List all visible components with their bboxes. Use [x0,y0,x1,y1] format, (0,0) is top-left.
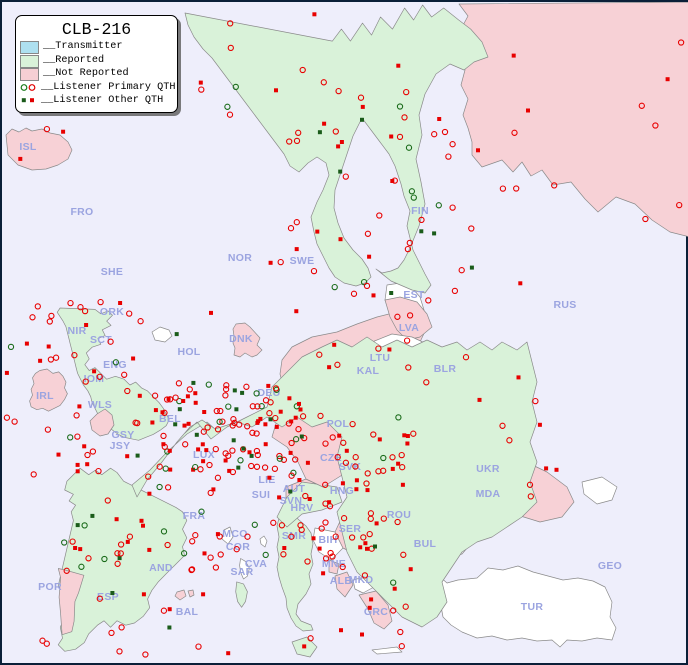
svg-text:TUR: TUR [521,601,544,613]
svg-text:GRC: GRC [364,606,388,618]
svg-text:HRV: HRV [291,502,314,514]
svg-text:ORK: ORK [100,306,124,318]
svg-text:MCO: MCO [222,528,247,540]
svg-text:HNG: HNG [330,485,354,497]
svg-text:FRA: FRA [183,510,206,522]
svg-text:LIE: LIE [258,474,275,486]
svg-text:DNK: DNK [229,333,253,345]
svg-text:FRO: FRO [70,206,93,218]
svg-text:EST: EST [403,289,425,301]
svg-text:RUS: RUS [553,299,576,311]
svg-text:UKR: UKR [476,463,500,475]
svg-text:LVA: LVA [399,322,419,334]
svg-text:SAR: SAR [230,566,253,578]
svg-text:WLS: WLS [88,399,112,411]
svg-text:GEO: GEO [598,560,622,572]
svg-text:KAL: KAL [357,365,380,377]
svg-text:BAL: BAL [176,606,199,618]
svg-text:POR: POR [38,581,62,593]
svg-text:SHE: SHE [101,266,124,278]
svg-text:DEU: DEU [257,387,280,399]
svg-text:ISL: ISL [19,141,37,153]
svg-text:AUT: AUT [283,483,306,495]
svg-text:FIN: FIN [411,205,429,217]
svg-text:SER: SER [339,523,362,535]
svg-text:SUI: SUI [252,489,270,501]
svg-text:NIR: NIR [68,325,87,337]
svg-text:JSY: JSY [110,440,131,452]
svg-text:AND: AND [149,562,173,574]
svg-text:POL: POL [327,418,350,430]
svg-text:MKD: MKD [349,574,374,586]
svg-text:BUL: BUL [414,538,437,550]
svg-text:NOR: NOR [228,252,252,264]
svg-text:BIH: BIH [319,534,338,546]
svg-text:IRL: IRL [36,390,54,402]
svg-text:BLR: BLR [434,363,457,375]
svg-text:HOL: HOL [177,346,200,358]
svg-text:MDA: MDA [476,488,501,500]
svg-text:SWE: SWE [290,255,315,267]
svg-text:LTU: LTU [370,352,391,364]
